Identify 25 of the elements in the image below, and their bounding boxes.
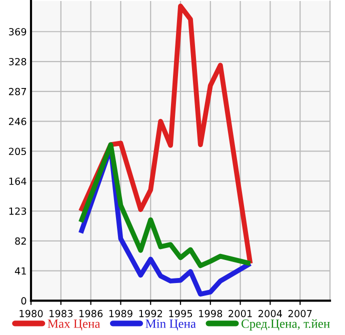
y-tick-label: 82 — [15, 237, 26, 245]
legend-label: Max Цена — [48, 320, 100, 330]
line-series — [78, 142, 253, 268]
y-tick-label: 0 — [21, 297, 26, 305]
x-tick-label: 1980 — [20, 310, 43, 318]
x-tick-label: 2004 — [258, 310, 282, 318]
y-tick-label: 123 — [9, 207, 26, 215]
y-tick-label: 205 — [8, 148, 26, 156]
y-tick-label: 41 — [14, 267, 26, 274]
x-tick-label: 1989 — [109, 310, 132, 318]
x-tick-label: 2001 — [228, 310, 252, 318]
legend-label: Min Цена — [146, 320, 196, 330]
x-tick-label: 1995 — [169, 310, 192, 318]
x-tick-label: 1983 — [50, 310, 72, 318]
y-tick-label: 164 — [9, 178, 26, 185]
y-tick-label: 369 — [9, 28, 26, 36]
x-tick-label: 1998 — [199, 310, 222, 318]
x-tick-label: 1992 — [139, 310, 162, 318]
line-series — [78, 4, 253, 266]
legend-label: Сред.Цена, т.йен — [242, 319, 330, 330]
y-tick-label: 328 — [9, 58, 26, 66]
x-tick-label: 2007 — [288, 310, 312, 318]
y-tick-label: 287 — [8, 88, 26, 96]
x-tick-label: 1986 — [79, 310, 103, 318]
y-tick-label: 246 — [8, 118, 26, 126]
